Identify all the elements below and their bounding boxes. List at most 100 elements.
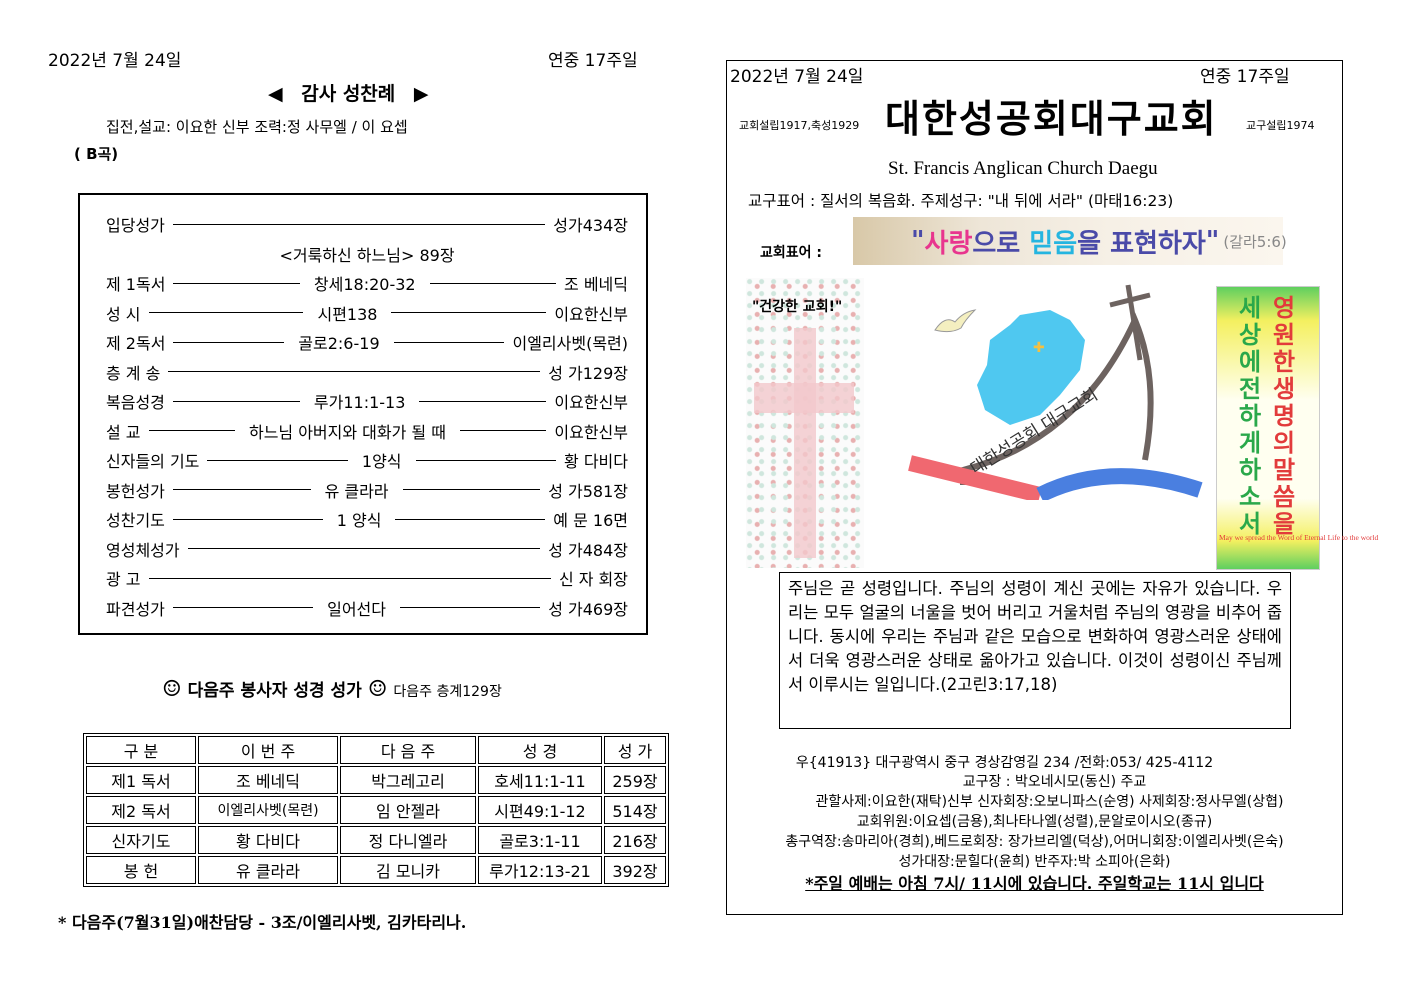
table-row: 신자기도 황 다비다 정 다니엘라 골로3:1-11 216장	[86, 826, 666, 854]
order-leader: 이요한신부	[554, 304, 628, 324]
order-leader: 이요한신부	[554, 393, 629, 412]
cover-date: 2022년 7월 24일	[730, 67, 864, 87]
divider	[148, 430, 235, 431]
order-detail: 유 클라라	[324, 481, 389, 501]
divider	[172, 489, 311, 490]
order-item: 봉헌성가 유 클라라 성 가581장	[106, 478, 628, 502]
liturgical-week: 연중 17주일	[548, 51, 638, 71]
divider	[173, 341, 285, 343]
order-label: 성찬기도	[106, 511, 165, 530]
healthy-church-image: "건강한 교회!"	[746, 278, 864, 568]
address: 우{41913} 대구광역시 중구 경상감영길 234 /전화:053/ 425…	[795, 755, 1214, 771]
volunteer-table: 구 분 이 번 주 다 음 주 성 경 성 가 제1 독서 조 베네딕 박그레고리 호…	[83, 733, 669, 887]
order-leader: 성 가129장	[548, 363, 628, 383]
order-label: 제 2독서	[106, 334, 166, 353]
church-name: 대한성공회대구교회	[885, 96, 1218, 141]
dove-icon	[934, 309, 977, 333]
divider	[207, 459, 348, 461]
officiants: 집전,설교: 이요한 신부 조력:정 사무엘 / 이 요셉	[106, 118, 408, 136]
divider	[172, 607, 314, 608]
order-label: 영성체성가	[106, 540, 180, 560]
order-item: 성찬기도 1 양식 예 문 16면	[106, 507, 628, 531]
triangle-right-icon: ▶	[413, 83, 429, 105]
date: 2022년 7월 24일	[48, 51, 182, 71]
vertical-banner: 영원한 생명의 말씀을 세상에 전하게 하소서 May we spread th…	[1216, 286, 1378, 570]
order-item: 입당성가 성가434장	[106, 212, 628, 236]
order-item: 신자들의 기도 1양식 황 다비다	[106, 448, 628, 472]
divider	[419, 400, 547, 402]
order-detail: 1 양식	[336, 511, 382, 530]
order-label: 신자들의 기도	[106, 452, 200, 471]
divider	[187, 548, 541, 549]
divider	[415, 459, 557, 461]
smiley-icon: ☺	[162, 677, 182, 702]
order-detail: 하느님 아버지와 대화가 될 때	[248, 422, 446, 442]
triangle-left-icon: ◀	[268, 83, 283, 105]
divider	[400, 607, 541, 608]
choir: 성가대장:문힐다(윤희) 반주자:박 소피아(은화)	[898, 854, 1171, 870]
divider	[391, 312, 547, 313]
order-leader: 성 가484장	[548, 540, 628, 560]
order-detail: 1양식	[361, 452, 402, 471]
divider	[168, 371, 541, 372]
order-item: 제 2독서 골로2:6-19 이엘리사벳(목련)	[106, 330, 628, 354]
order-leader: 이엘리사벳(목련)	[512, 334, 629, 353]
service-title: ◀ 감사 성찬례 ▶	[268, 83, 429, 105]
divider	[148, 312, 304, 313]
order-detail: 시편138	[317, 304, 378, 324]
order-leader: 황 다비다	[564, 452, 628, 471]
divider	[429, 282, 557, 284]
order-label: 파견성가	[106, 599, 165, 619]
smiley-icon: ☺	[367, 677, 388, 702]
divider	[393, 341, 505, 343]
divider	[172, 400, 300, 402]
order-label: 성 시	[106, 304, 141, 324]
table-header-row: 구 분 이 번 주 다 음 주 성 경 성 가	[86, 736, 666, 764]
divider	[172, 518, 323, 520]
order-item: 복음성경 루가11:1-13 이요한신부	[106, 389, 628, 413]
order-label: 입당성가	[106, 216, 165, 235]
order-item: 제 1독서 창세18:20-32 조 베네딕	[106, 271, 628, 295]
church-motto-banner: " 사랑 으로 믿음 을 표현하자 " (갈라5:6)	[853, 217, 1287, 265]
bulletin-cover	[726, 60, 1343, 915]
church-logo: ✚ 대한성공회 대구교회	[908, 284, 1203, 500]
order-detail: 일어선다	[327, 599, 386, 619]
order-label: 설 교	[106, 422, 141, 442]
committee: 교회위원:이요셉(금용),최나타나엘(성렬),문알로이시오(종규)	[856, 814, 1213, 830]
order-item: 설 교 하느님 아버지와 대화가 될 때 이요한신부	[106, 419, 628, 443]
daegu-map	[977, 310, 1085, 425]
order-detail: 창세18:20-32	[313, 275, 416, 294]
scripture-quote: 주님은 곧 성령입니다. 주님의 성령이 계신 곳에는 자유가 있습니다. 우리…	[779, 572, 1291, 729]
table-row: 제1 독서 조 베네딕 박그레고리 호세11:1-11 259장	[86, 766, 666, 794]
table-row: 제2 독서 이엘리사벳(목련) 임 안젤라 시편49:1-12 514장	[86, 796, 666, 824]
diocese-motto: 교구표어 : 질서의 복음화. 주제성구: "내 뒤에 서라" (마태16:23…	[748, 192, 1174, 210]
divider	[173, 282, 300, 284]
english-name: St. Francis Anglican Church Daegu	[888, 158, 1158, 179]
service-times: *주일 예배는 아침 7시/ 11시에 있습니다. 주일학교는 11시 입니다	[805, 874, 1264, 893]
divider	[402, 489, 541, 490]
group-leaders: 총구역장:송마리아(경희),베드로회장: 장가브리엘(덕상),어머니회장:이엘리…	[785, 834, 1284, 850]
order-item: 광 고 신 자 회장	[106, 566, 628, 590]
next-week-heading: ☺ 다음주 봉사자 성경 성가 ☺ 다음주 층계129장	[162, 677, 502, 702]
diocese-founded: 교구설립1974	[1246, 119, 1315, 132]
order-label: 층 계 송	[106, 363, 161, 383]
setting: ( B곡)	[74, 145, 119, 163]
next-week-note: * 다음주(7월31일)애찬담당 - 3조/이엘리사벳, 김카타리나.	[58, 913, 467, 932]
divider	[395, 518, 546, 520]
divider	[148, 577, 551, 579]
order-leader: 신 자 회장	[558, 570, 628, 589]
order-item: 파견성가 일어선다 성 가469장	[106, 596, 628, 620]
order-leader: 조 베네딕	[564, 275, 628, 294]
order-label: 제 1독서	[106, 275, 166, 294]
order-label: 광 고	[106, 570, 141, 589]
order-leader: 성가434장	[553, 216, 628, 235]
order-leader: 이요한신부	[554, 422, 628, 442]
order-item: 성 시 시편138 이요한신부	[106, 301, 628, 325]
order-detail: 골로2:6-19	[298, 334, 380, 353]
order-leader: 성 가469장	[548, 599, 629, 619]
order-item: <거룩하신 하느님> 89장	[279, 245, 455, 265]
order-leader: 예 문 16면	[553, 511, 628, 530]
divider	[459, 430, 547, 431]
order-label: 복음성경	[106, 393, 165, 412]
